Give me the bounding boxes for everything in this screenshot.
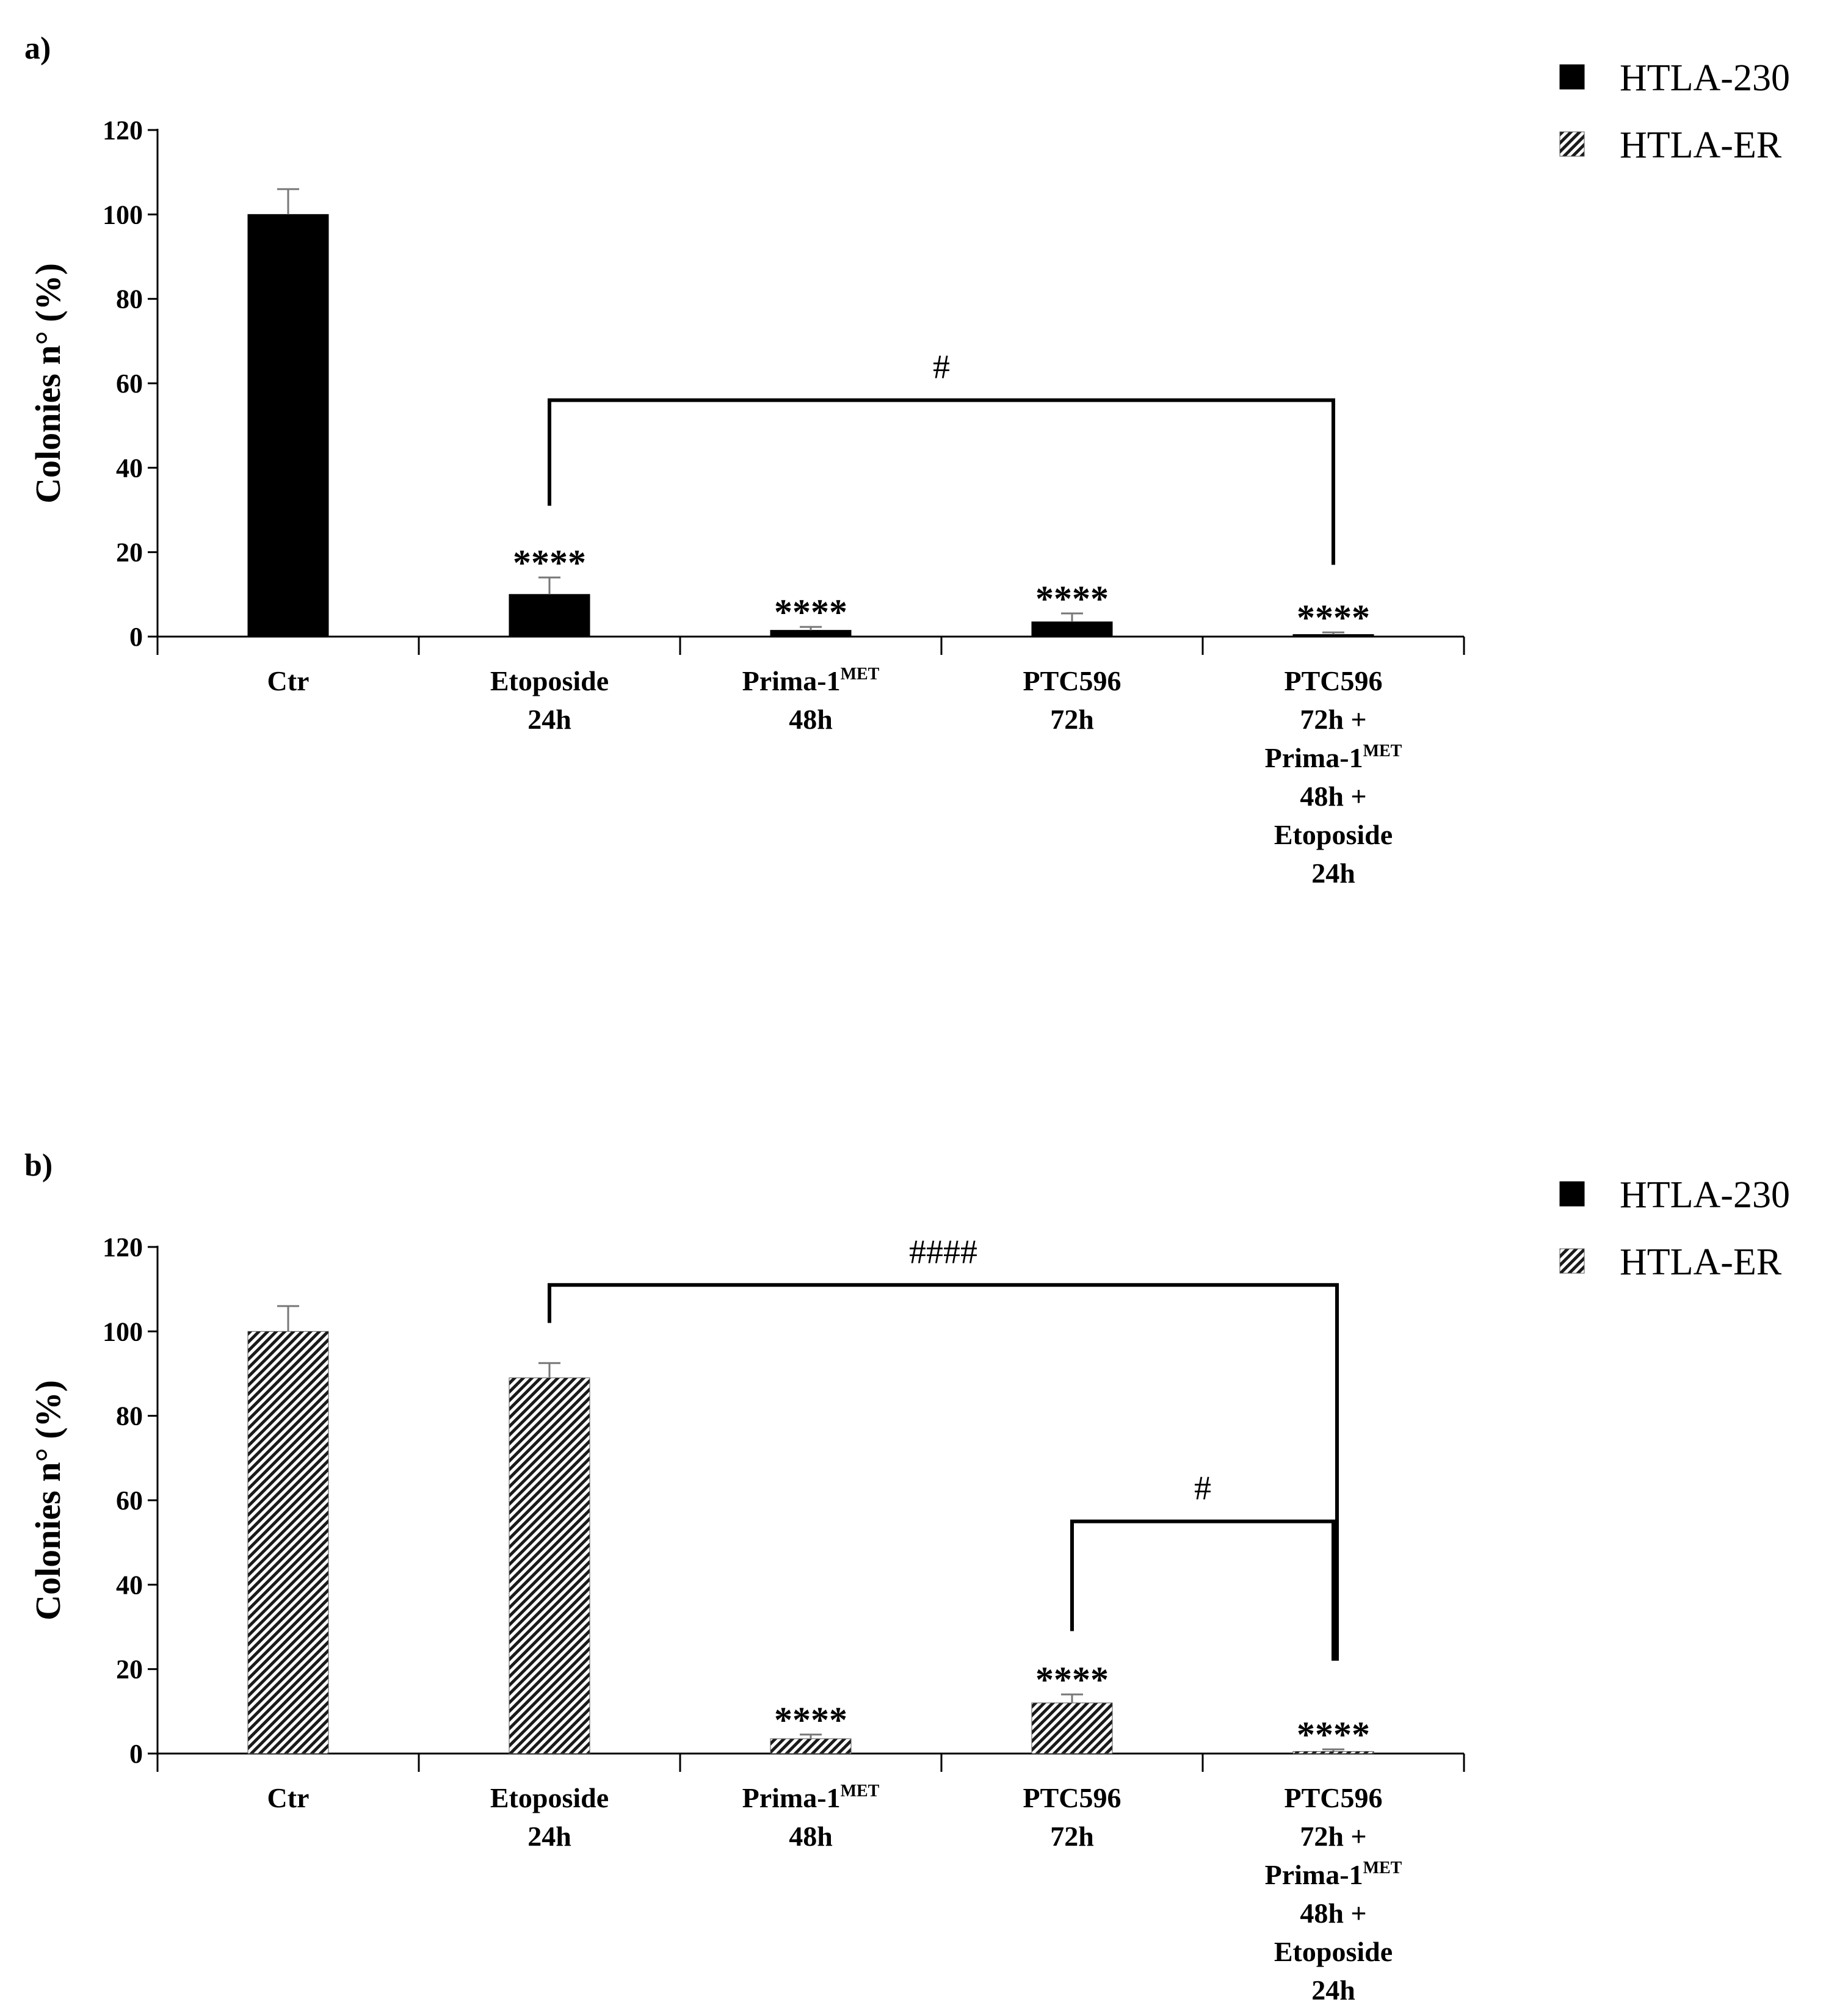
significance-label: **** [1297, 1714, 1370, 1755]
x-category-label: 48h [789, 704, 833, 735]
significance-label: **** [1035, 1660, 1109, 1700]
bar-htla-230 [247, 214, 329, 637]
legend-swatch [1559, 1181, 1585, 1207]
x-category-label: Etoposide [490, 665, 609, 696]
bar-htla-er [770, 1738, 852, 1754]
x-category-label: Etoposide [490, 1782, 609, 1813]
chart-panel-b: b) 0 20 40 60 80 100 120 Colonies n° (%) Ctr Etopo… [24, 1148, 1790, 2006]
x-category-label: PTC596 [1023, 1782, 1121, 1813]
y-tick-label: 60 [116, 1486, 143, 1516]
x-category-label: Ctr [267, 665, 310, 696]
x-category-label: 48h + [1300, 1898, 1366, 1929]
bar-htla-230 [1031, 621, 1113, 637]
comparison-bracket [1070, 1519, 1335, 1661]
panel-label: b) [24, 1148, 53, 1183]
significance-label: **** [774, 1700, 847, 1740]
y-tick-label: 40 [116, 1570, 143, 1600]
x-category-label: 72h + [1300, 1821, 1366, 1852]
y-axis-label: Colonies n° (%) [28, 263, 68, 504]
significance-label: **** [1035, 579, 1109, 619]
legend-label: HTLA-ER [1620, 125, 1782, 166]
bar-htla-er [1031, 1702, 1113, 1754]
y-tick-label: 80 [116, 284, 143, 314]
x-category-label: Ctr [267, 1782, 310, 1813]
x-category-label: PTC596 [1285, 1782, 1383, 1813]
x-category-label: 72h [1050, 704, 1094, 735]
bracket-label: #### [909, 1233, 977, 1271]
x-category-label: 24h [527, 704, 571, 735]
legend-label: HTLA-230 [1620, 57, 1790, 99]
x-category-label: 72h [1050, 1821, 1094, 1852]
x-category-label: Etoposide [1274, 819, 1393, 850]
chart-panel-a: a) 0 20 40 60 80 100 120 Colonies n° (%) Ctr Etopo… [24, 31, 1790, 889]
x-category-label: PTC596 [1023, 665, 1121, 696]
y-tick-label: 40 [116, 453, 143, 483]
legend-swatch [1559, 131, 1585, 157]
comparison-bracket [548, 398, 1335, 565]
x-category-label: Prima-1MET [742, 1782, 880, 1813]
x-category-label: 24h [1311, 1974, 1355, 2006]
y-tick-label: 0 [129, 622, 143, 652]
x-category-label: 24h [1311, 858, 1355, 889]
x-category-label: 72h + [1300, 704, 1366, 735]
x-category-label: 48h + [1300, 781, 1366, 812]
bracket-label: # [1194, 1470, 1211, 1508]
significance-label: **** [513, 543, 586, 583]
x-category-label: Prima-1MET [1265, 1859, 1402, 1890]
y-tick-label: 100 [103, 200, 143, 229]
y-tick-label: 120 [103, 1232, 143, 1262]
x-category-label: Prima-1MET [1265, 742, 1402, 773]
bar-htla-er [247, 1331, 329, 1754]
legend-swatch [1559, 1248, 1585, 1274]
y-tick-label: 80 [116, 1401, 143, 1431]
y-tick-label: 20 [116, 538, 143, 568]
y-tick-label: 60 [116, 369, 143, 399]
panel-label: a) [24, 31, 51, 66]
y-axis-label: Colonies n° (%) [28, 1380, 68, 1620]
bar-htla-er [509, 1377, 590, 1754]
x-category-label: PTC596 [1285, 665, 1383, 696]
legend-label: HTLA-230 [1620, 1174, 1790, 1216]
bracket-label: # [933, 349, 950, 386]
y-tick-label: 0 [129, 1739, 143, 1769]
y-tick-label: 20 [116, 1655, 143, 1685]
legend-label: HTLA-ER [1620, 1241, 1782, 1283]
legend-swatch [1559, 64, 1585, 90]
bar-htla-230 [509, 594, 590, 637]
comparison-bracket [548, 1283, 1339, 1661]
y-tick-label: 100 [103, 1317, 143, 1346]
x-category-label: 48h [789, 1821, 833, 1852]
y-tick-label: 120 [103, 115, 143, 145]
significance-label: **** [1297, 598, 1370, 638]
x-category-label: Etoposide [1274, 1936, 1393, 1967]
x-category-label: 24h [527, 1821, 571, 1852]
significance-label: **** [774, 592, 847, 632]
x-category-label: Prima-1MET [742, 665, 880, 696]
